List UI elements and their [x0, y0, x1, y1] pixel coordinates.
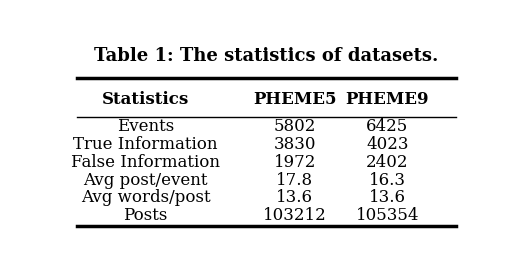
Text: Avg words/post: Avg words/post: [81, 189, 211, 207]
Text: Table 1: The statistics of datasets.: Table 1: The statistics of datasets.: [94, 47, 439, 65]
Text: PHEME9: PHEME9: [346, 91, 429, 108]
Text: Avg post/event: Avg post/event: [83, 172, 208, 189]
Text: 17.8: 17.8: [276, 172, 313, 189]
Text: 3830: 3830: [274, 136, 316, 153]
Text: Events: Events: [117, 118, 174, 136]
Text: 5802: 5802: [274, 118, 316, 136]
Text: 13.6: 13.6: [369, 189, 406, 207]
Text: Posts: Posts: [123, 207, 168, 224]
Text: PHEME5: PHEME5: [253, 91, 336, 108]
Text: 6425: 6425: [366, 118, 409, 136]
Text: 4023: 4023: [366, 136, 409, 153]
Text: 13.6: 13.6: [276, 189, 313, 207]
Text: 103212: 103212: [263, 207, 327, 224]
Text: 105354: 105354: [356, 207, 419, 224]
Text: True Information: True Information: [73, 136, 218, 153]
Text: 2402: 2402: [366, 154, 409, 171]
Text: 16.3: 16.3: [369, 172, 406, 189]
Text: False Information: False Information: [71, 154, 220, 171]
Text: 1972: 1972: [274, 154, 316, 171]
Text: Statistics: Statistics: [102, 91, 189, 108]
